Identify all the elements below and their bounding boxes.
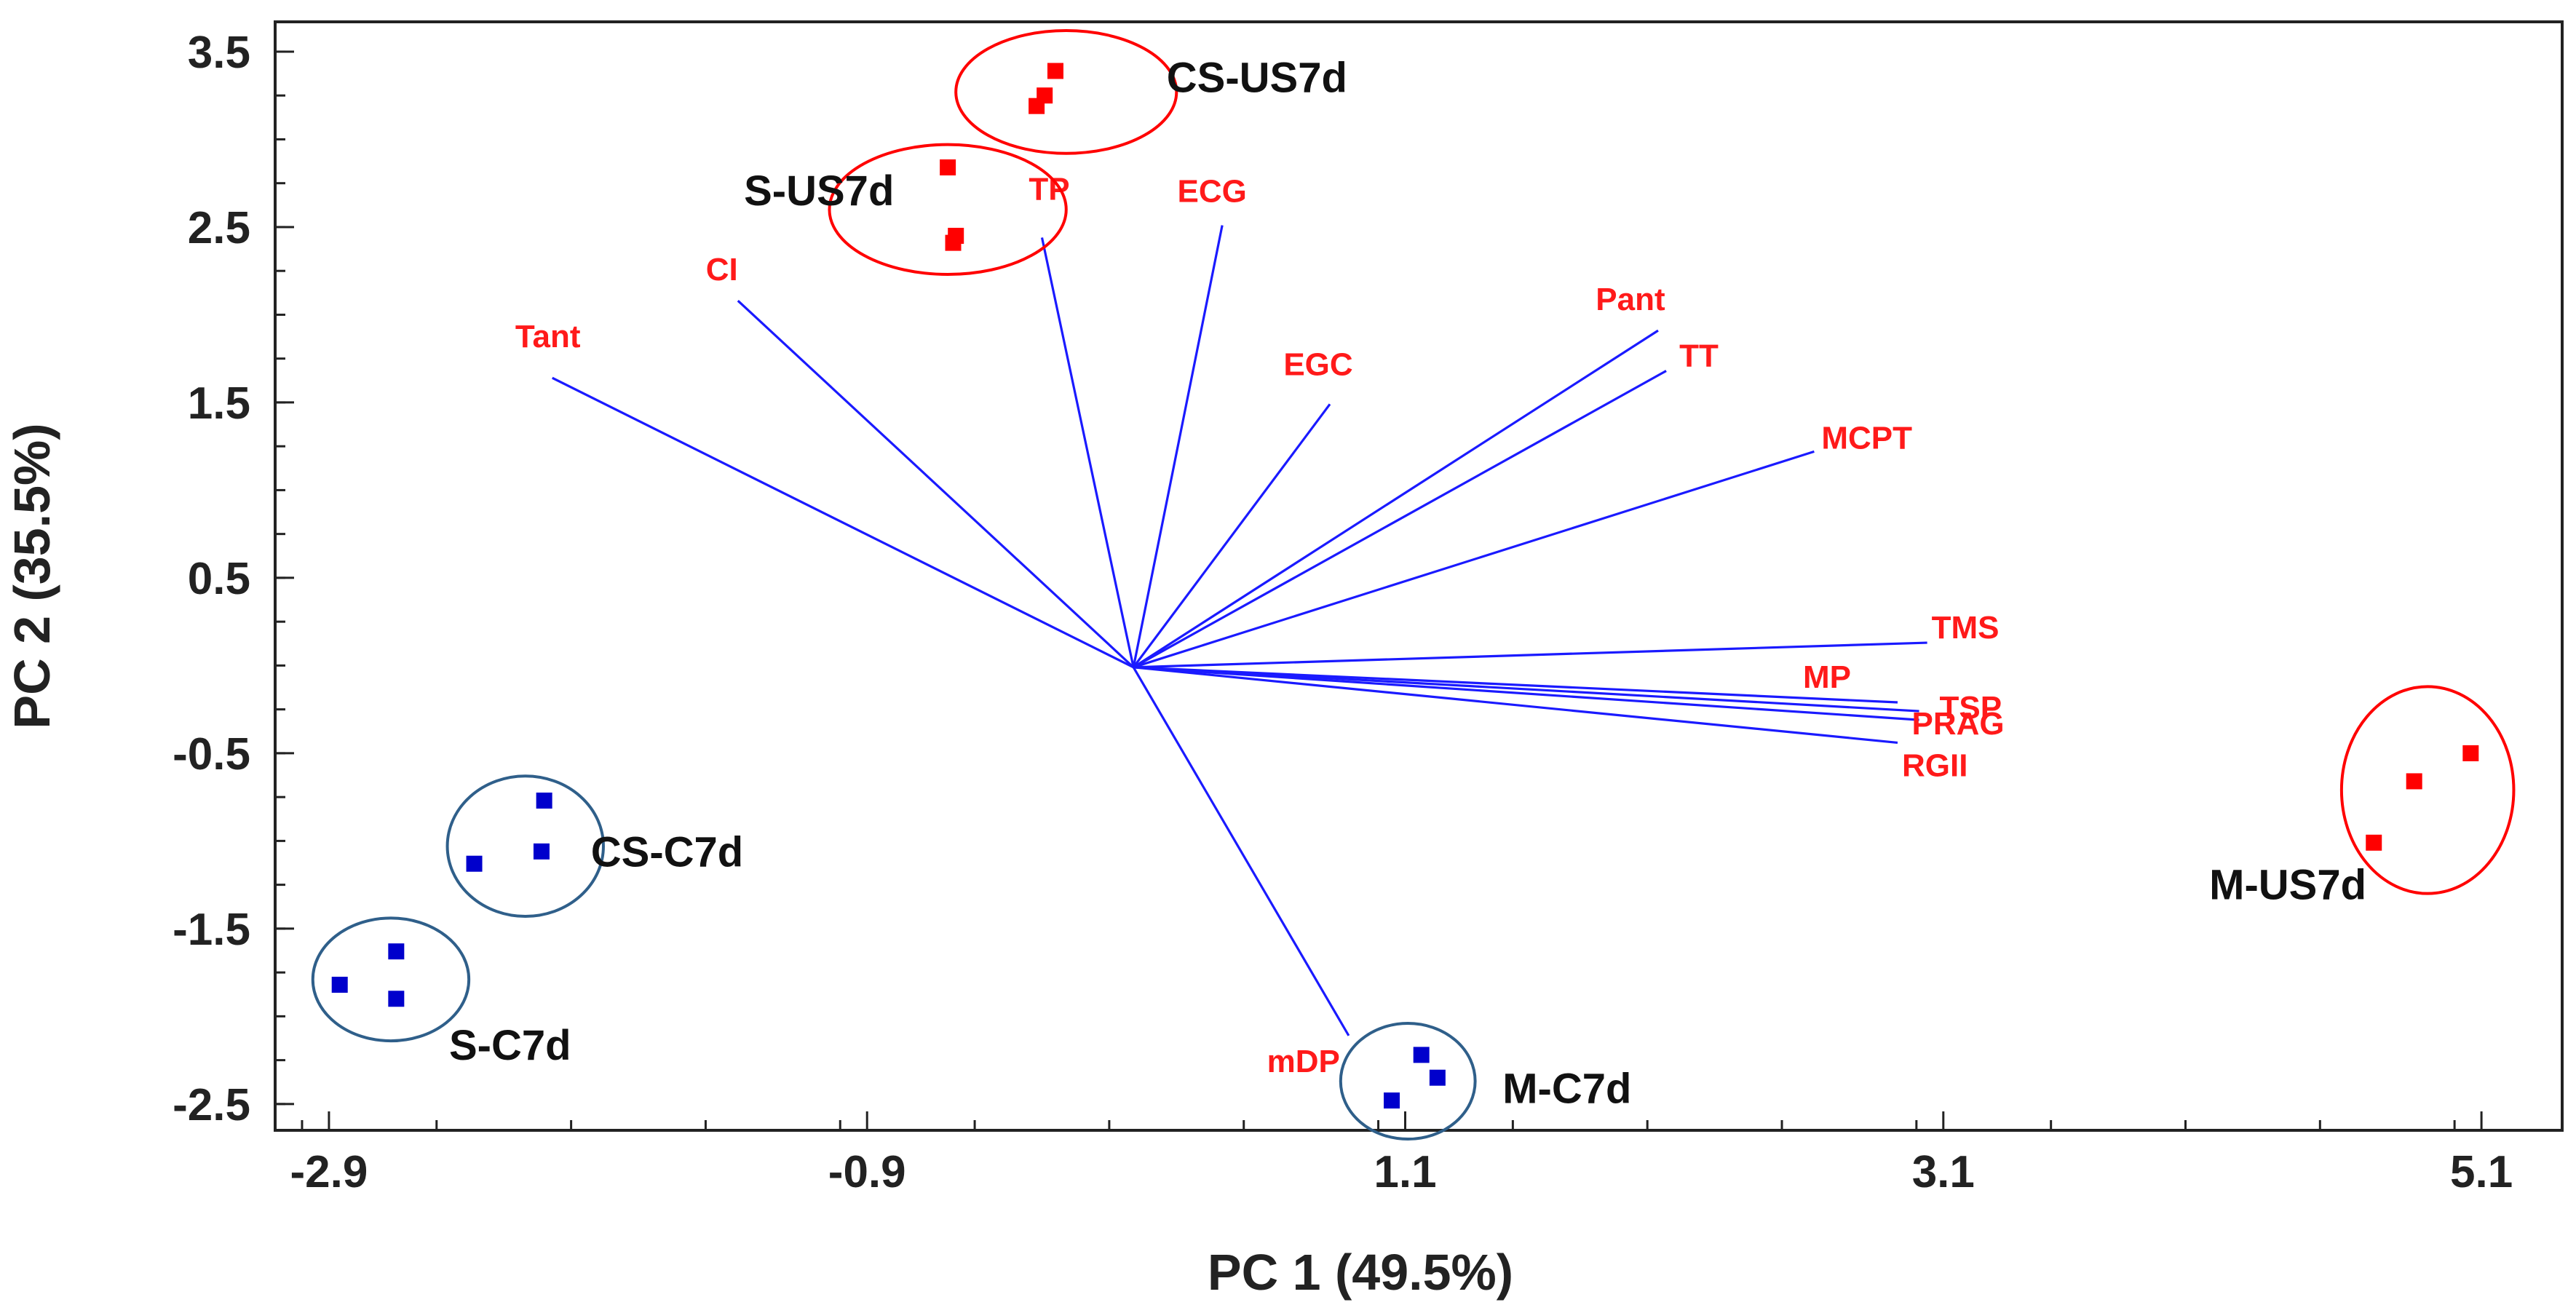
loading-label-tsp: TSP: [1940, 690, 2002, 726]
loading-vector-pant: [1133, 329, 1659, 669]
sample-point-cs-us7d: [1047, 63, 1063, 79]
sample-point-cs-us7d: [1029, 98, 1045, 114]
group-label-m-c7d: M-C7d: [1502, 1066, 1631, 1113]
loading-vector-prag: [1133, 666, 1919, 721]
y-tick-label: 2.5: [188, 203, 250, 253]
loading-label-prag: PRAG: [1912, 706, 2005, 742]
y-tick-label: -2.5: [173, 1080, 250, 1130]
group-label-cs-c7d: CS-C7d: [591, 829, 743, 876]
x-tick-label: -0.9: [828, 1147, 906, 1197]
loading-vector-mdp: [1132, 667, 1350, 1036]
group-label-s-c7d: S-C7d: [449, 1022, 571, 1069]
loading-label-ci: CI: [706, 252, 738, 287]
loading-label-mcpt: MCPT: [1821, 420, 1912, 456]
loading-label-tt: TT: [1679, 338, 1719, 374]
x-tick-label: 1.1: [1374, 1147, 1436, 1197]
loading-label-mdp: mDP: [1267, 1044, 1340, 1079]
y-tick-label: -0.5: [173, 729, 250, 780]
loading-vector-egc: [1132, 403, 1331, 668]
group-label-cs-us7d: CS-US7d: [1167, 54, 1347, 101]
group-ellipse-s-c7d: [311, 916, 471, 1043]
loading-label-tant: Tant: [515, 319, 581, 354]
x-tick-label: 3.1: [1912, 1147, 1975, 1197]
loading-vector-tsp: [1133, 666, 1919, 713]
loading-vector-ecg: [1132, 225, 1224, 668]
sample-point-s-c7d: [388, 943, 405, 960]
plot-frame-layer: [274, 20, 2564, 1132]
sample-point-m-c7d: [1413, 1047, 1430, 1063]
loading-label-tms: TMS: [1932, 610, 2000, 646]
y-tick-label: 1.5: [188, 378, 250, 429]
sample-point-m-c7d: [1384, 1092, 1400, 1109]
sample-point-m-us7d: [2462, 745, 2479, 761]
group-ellipse-cs-c7d: [445, 774, 605, 919]
x-tick-label: -2.9: [290, 1147, 368, 1197]
loading-vector-tms: [1133, 641, 1927, 669]
loading-label-egc: EGC: [1283, 346, 1352, 382]
sample-point-m-us7d: [2406, 773, 2422, 790]
loading-label-mp: MP: [1803, 659, 1851, 695]
loading-vector-tant: [552, 376, 1134, 669]
sample-point-cs-c7d: [536, 792, 552, 809]
plot-frame: [274, 20, 2564, 1132]
group-ellipse-s-us7d: [828, 143, 1068, 277]
sample-point-s-us7d: [940, 159, 956, 176]
loading-vector-rgii: [1133, 666, 1898, 745]
loading-vector-ci: [737, 299, 1135, 668]
y-axis-title: PC 2 (35.5%): [4, 423, 60, 729]
y-tick-label: 0.5: [188, 554, 250, 604]
x-axis-title: PC 1 (49.5%): [1208, 1244, 1513, 1301]
sample-point-s-c7d: [331, 976, 348, 993]
sample-point-s-c7d: [388, 991, 405, 1007]
group-ellipse-m-c7d: [1339, 1022, 1477, 1141]
group-label-m-us7d: M-US7d: [2209, 861, 2366, 908]
loading-vector-mcpt: [1133, 450, 1815, 669]
group-ellipse-m-us7d: [2339, 685, 2516, 895]
axis-ticks-layer: -2.9 -0.9 1.1 3.1 5.1 3.5 2.5 1.5 0.5 -0.5 -1.5 -2.…: [173, 28, 2513, 1197]
sample-point-m-us7d: [2366, 834, 2382, 851]
loading-label-rgii: RGII: [1902, 747, 1967, 783]
loading-vector-tp: [1040, 237, 1135, 668]
sample-point-cs-c7d: [466, 855, 483, 872]
sample-point-m-c7d: [1429, 1069, 1446, 1086]
loading-vector-tt: [1133, 370, 1667, 669]
group-ellipse-cs-us7d: [954, 29, 1178, 155]
x-tick-label: 5.1: [2450, 1147, 2513, 1197]
sample-point-s-us7d: [945, 234, 962, 251]
sample-point-cs-c7d: [533, 843, 550, 860]
y-tick-label: -1.5: [173, 905, 250, 955]
sample-groups-layer: CS-US7d S-US7d M-US7d CS-C7d S-C7d M-C7d: [311, 29, 2516, 1141]
group-label-s-us7d: S-US7d: [744, 167, 894, 215]
loading-label-ecg: ECG: [1177, 174, 1246, 210]
loading-label-pant: Pant: [1596, 282, 1665, 317]
loading-vector-mp: [1133, 666, 1898, 704]
y-tick-label: 3.5: [188, 28, 250, 78]
